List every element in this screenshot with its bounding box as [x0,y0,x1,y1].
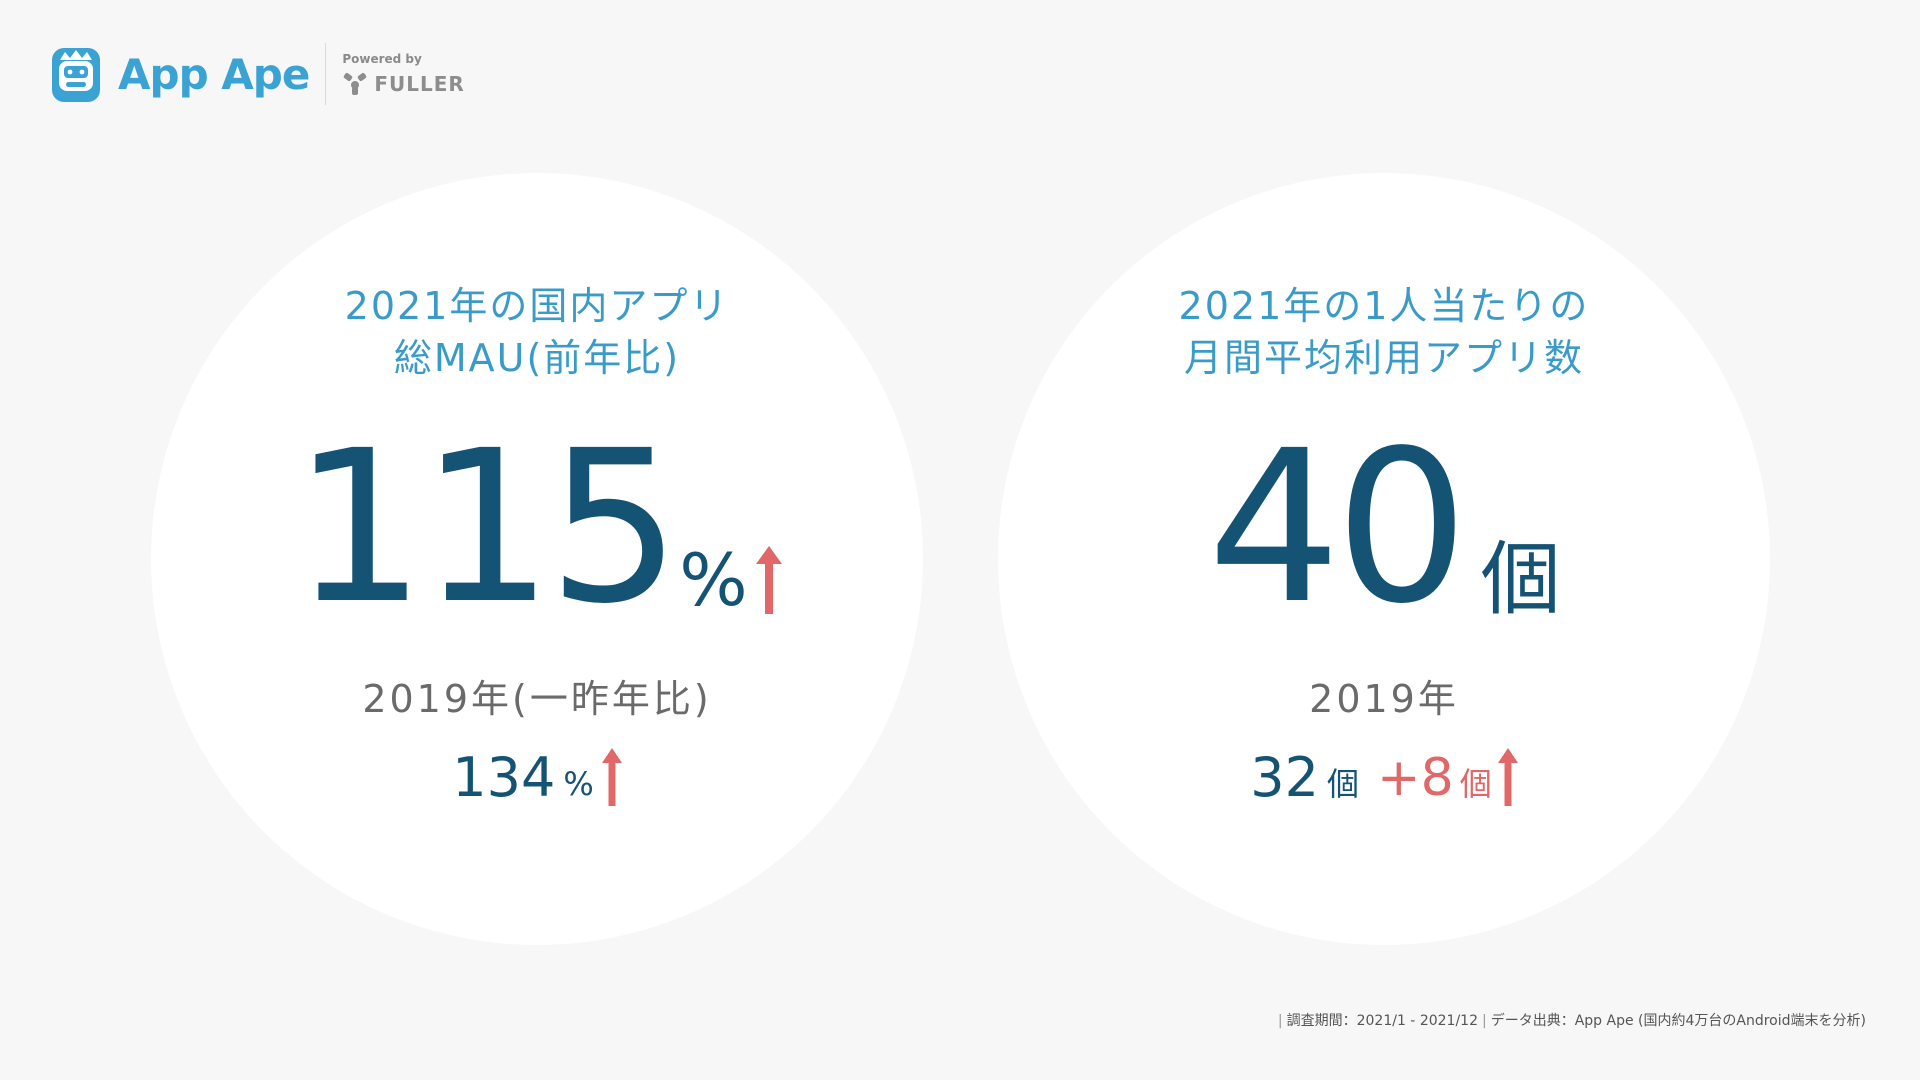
mau-compare-unit: % [563,765,594,803]
footer-period: 調査期間：2021/1 - 2021/12 [1286,1013,1478,1029]
apps-title-line-1: 2021年の1人当たりの [1178,284,1590,328]
mau-unit: % [679,538,748,622]
apps-compare-unit: 個 [1327,765,1360,803]
fuller-logo: FULLER [342,72,464,96]
apps-delta-value: +8 [1377,748,1454,808]
mau-card-title: 2021年の国内アプリ 総MAU(前年比) [151,280,923,384]
mau-title-line-2: 総MAU(前年比) [393,336,681,380]
mau-stat-card: 2021年の国内アプリ 総MAU(前年比) 115 % 2019年(一昨年比) … [151,173,923,945]
mau-compare-label: 2019年(一昨年比) [362,677,712,721]
mau-title-line-1: 2021年の国内アプリ [344,284,730,328]
apps-unit: 個 [1480,533,1561,626]
partner-name: FULLER [374,72,465,96]
mau-compare-row: 134 % [151,738,923,808]
mau-value: 115 [292,405,681,650]
mau-main-value: 115 % [151,405,923,650]
apps-card-title: 2021年の1人当たりの 月間平均利用アプリ数 [998,280,1770,384]
footer-note: | 調査期間：2021/1 - 2021/12 | データ出典：App Ape (国内… [1274,1010,1866,1030]
footer-source: データ出典：App Ape (国内約4万台のAndroid端末を分析) [1490,1013,1866,1029]
apps-used-stat-card: 2021年の1人当たりの 月間平均利用アプリ数 40 個 2019年 32 個 … [998,173,1770,945]
apps-compare-label: 2019年 [1309,677,1459,721]
fuller-icon [344,73,367,95]
powered-by-label: Powered by [342,52,422,66]
arrow-up-icon [1497,748,1518,806]
footer-separator: | [1481,1013,1487,1029]
apps-main-value: 40 個 [998,405,1770,650]
arrow-up-icon [755,546,782,614]
apps-compare-value: 32 [1250,746,1320,809]
apps-delta-unit: 個 [1459,765,1492,803]
arrow-up-icon [601,748,622,806]
brand-name: App Ape [118,49,310,99]
powered-by-block: Powered by FULLER [342,52,464,96]
apps-title-line-2: 月間平均利用アプリ数 [1183,336,1584,380]
brand-header: App Ape Powered by FULLER [50,42,465,106]
apps-value: 40 [1207,405,1468,650]
footer-separator: | [1277,1013,1283,1029]
apps-compare-row: 32 個 +8 個 [998,738,1770,808]
brand-divider [325,43,327,105]
app-ape-logo-icon [52,48,100,102]
mau-compare-value: 134 [452,746,556,809]
